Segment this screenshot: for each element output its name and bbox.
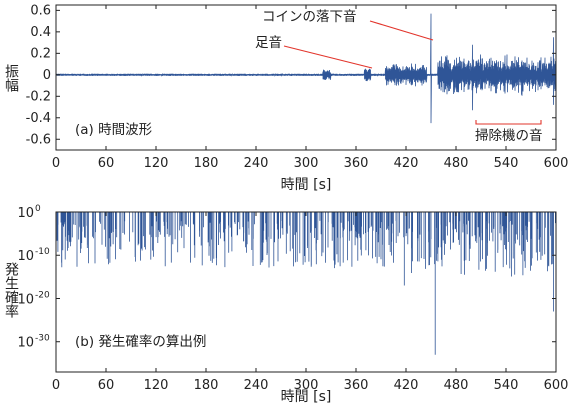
probability-x-tick-label: 480 [444, 378, 469, 393]
waveform-series [55, 13, 557, 124]
footsteps-annotation: 足音 [255, 34, 282, 51]
coin-drop-annotation: コインの落下音 [262, 8, 357, 25]
probability-y-tick-label: 10 [17, 292, 34, 307]
waveform-y-tick-label: 0.2 [30, 46, 51, 61]
probability-x-tick-label: 240 [244, 378, 269, 393]
waveform-y-ticks: 0.6 0.4 0.2 0 -0.2 -0.4 -0.6 [26, 3, 556, 147]
vacuum-bracket [475, 120, 542, 125]
waveform-x-tick-label: 180 [194, 156, 219, 171]
waveform-x-tick-label: 240 [244, 156, 269, 171]
waveform-y-tick-label: 0 [43, 68, 51, 83]
probability-x-axis-label: 時間 [s] [281, 389, 332, 405]
waveform-y-tick-label: 0.6 [30, 3, 51, 18]
waveform-x-tick-label: 120 [144, 156, 169, 171]
waveform-x-tick-label: 420 [394, 156, 419, 171]
probability-panel-label: (b) 発生確率の算出例 [75, 333, 206, 350]
probability-x-tick-label: 120 [144, 378, 169, 393]
waveform-x-axis-label: 時間 [s] [281, 177, 332, 193]
probability-y-tick-exponent: 0 [35, 204, 41, 214]
waveform-x-tick-label: 480 [444, 156, 469, 171]
probability-y-tick-label: 10 [17, 206, 34, 221]
probability-x-tick-label: 420 [394, 378, 419, 393]
waveform-y-tick-label: 0.4 [30, 25, 51, 40]
waveform-x-tick-label: 0 [52, 156, 60, 171]
coin-drop-annotation-line [369, 20, 434, 41]
waveform-x-tick-label: 540 [494, 156, 519, 171]
waveform-y-tick-label: -0.6 [26, 132, 51, 147]
vacuum-annotation: 掃除機の音 [475, 127, 543, 144]
probability-x-tick-label: 0 [52, 378, 60, 393]
probability-y-axis-label: 発生確率 [3, 262, 19, 318]
waveform-panel-label: (a) 時間波形 [75, 122, 153, 138]
probability-y-tick-exponent: -20 [35, 290, 50, 300]
footsteps-annotation-line [283, 45, 373, 69]
probability-panel: 0 60 120 180 240 300 360 420 480 540 600 10 010 -101… [3, 204, 568, 405]
probability-y-tick-exponent: -10 [35, 247, 50, 257]
waveform-y-tick-label: -0.2 [26, 89, 51, 104]
probability-x-tick-label: 300 [294, 378, 319, 393]
probability-y-tick-label: 10 [17, 249, 34, 264]
waveform-x-tick-label: 60 [98, 156, 115, 171]
waveform-x-tick-label: 600 [544, 156, 569, 171]
waveform-x-tick-label: 300 [294, 156, 319, 171]
probability-x-tick-label: 600 [544, 378, 569, 393]
probability-y-tick-exponent: -30 [35, 334, 50, 344]
probability-x-tick-label: 180 [194, 378, 219, 393]
probability-x-tick-label: 60 [98, 378, 115, 393]
waveform-y-axis-label: 振幅 [3, 64, 19, 92]
waveform-panel: 0 60 120 180 240 300 360 420 480 540 600 0.6 0.4 0.2… [3, 3, 568, 193]
waveform-x-ticks: 0 60 120 180 240 300 360 420 480 540 600 [52, 5, 569, 171]
probability-x-tick-label: 360 [344, 378, 369, 393]
probability-y-tick-label: 10 [17, 336, 34, 351]
probability-x-ticks: 0 60 120 180 240 300 360 420 480 540 600 [52, 212, 569, 393]
waveform-x-tick-label: 360 [344, 156, 369, 171]
waveform-y-tick-label: -0.4 [26, 111, 51, 126]
probability-x-tick-label: 540 [494, 378, 519, 393]
